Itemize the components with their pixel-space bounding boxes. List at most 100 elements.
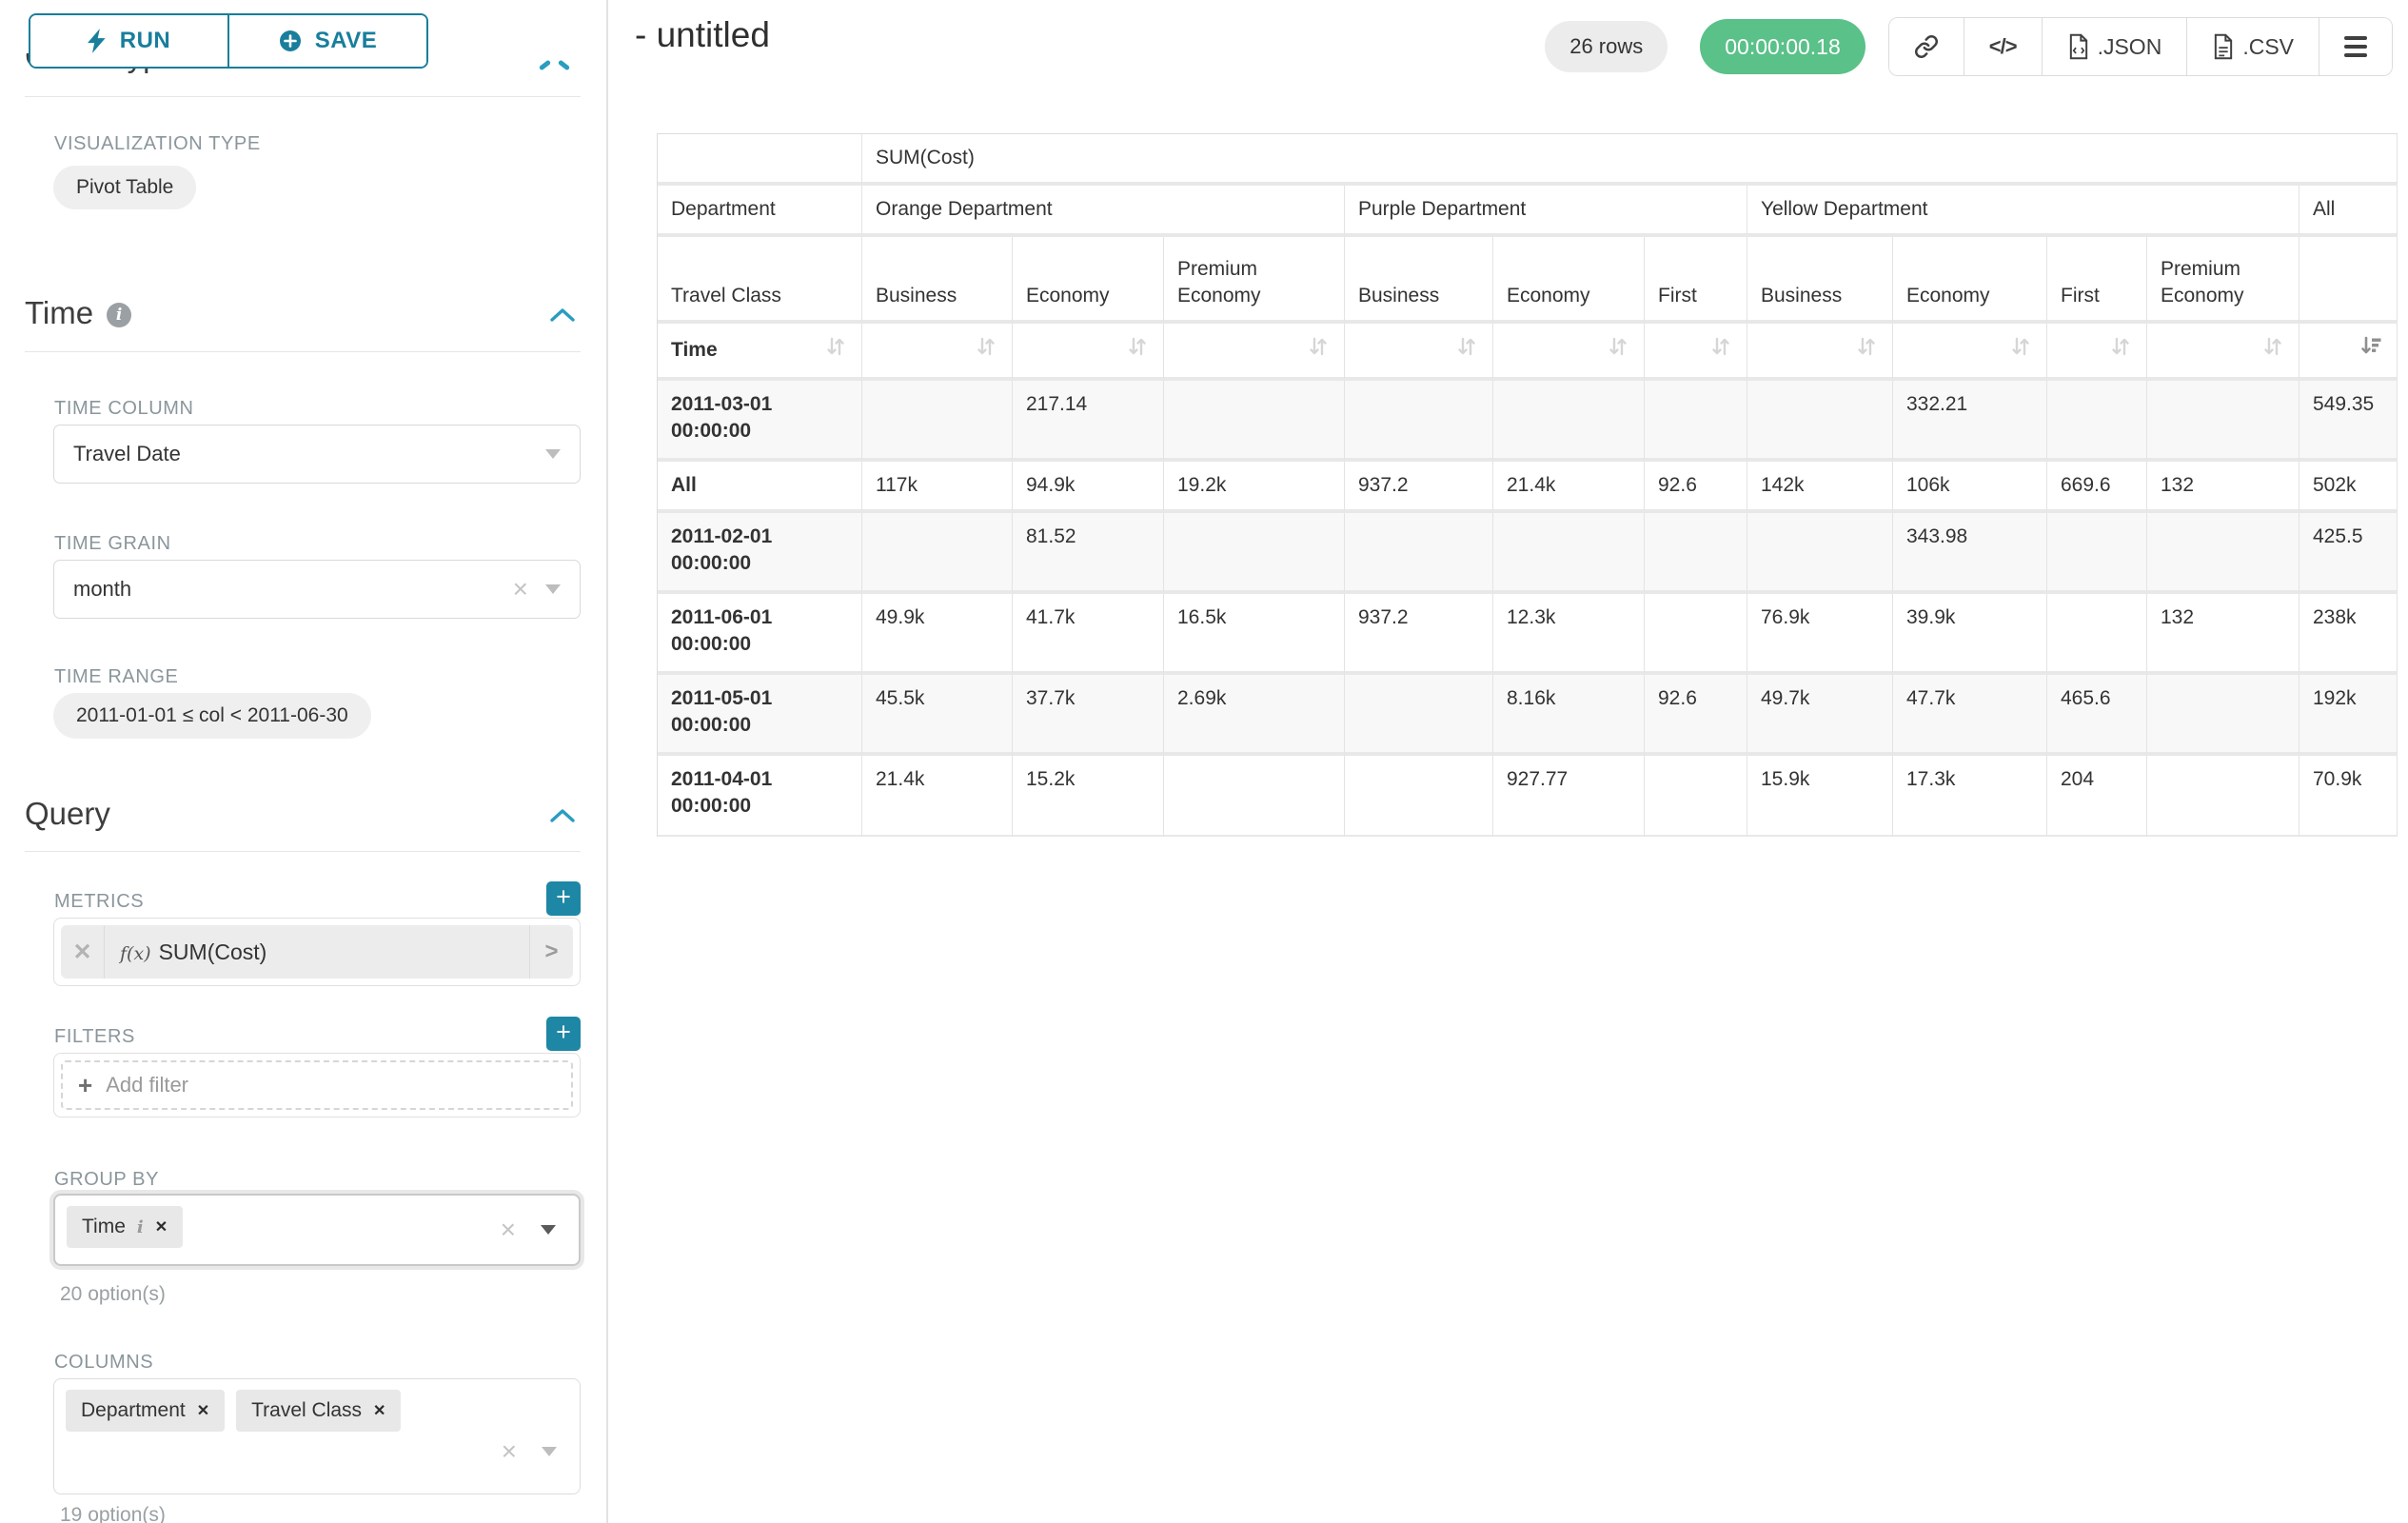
cell xyxy=(2147,756,2299,837)
cell: 132 xyxy=(2147,462,2299,513)
group-by-select[interactable]: Time i ✕ × xyxy=(53,1194,581,1266)
sort-icon xyxy=(1310,337,1327,356)
cell: 49.7k xyxy=(1747,675,1893,756)
cell: 94.9k xyxy=(1013,462,1164,513)
visualization-type-pill[interactable]: Pivot Table xyxy=(53,166,197,209)
sort-header-cell xyxy=(2147,324,2299,381)
add-metric-button[interactable]: + xyxy=(546,881,581,916)
cell: 92.6 xyxy=(1645,675,1747,756)
cell: 49.9k xyxy=(862,594,1013,675)
cell: 332.21 xyxy=(1893,381,2047,462)
export-json-button[interactable]: .JSON xyxy=(2041,18,2187,75)
add-filter-button[interactable]: + Add filter xyxy=(61,1060,573,1110)
cell xyxy=(1164,513,1345,594)
export-json-label: .JSON xyxy=(2097,33,2162,59)
columns-tag: Travel Class ✕ xyxy=(236,1390,402,1432)
cell: 17.3k xyxy=(1893,756,2047,837)
remove-tag-icon[interactable]: ✕ xyxy=(196,1403,210,1419)
sort-button[interactable] xyxy=(1306,334,1331,366)
query-timer-badge: 00:00:00.18 xyxy=(1700,19,1865,74)
clear-icon[interactable]: × xyxy=(512,574,528,603)
group-by-options-hint: 20 option(s) xyxy=(60,1283,166,1305)
corner-cell xyxy=(658,134,862,186)
clear-icon[interactable]: × xyxy=(501,1436,517,1466)
cell xyxy=(1164,381,1345,462)
cell xyxy=(1645,381,1747,462)
copy-link-button[interactable] xyxy=(1888,18,1964,75)
time-grain-value: month xyxy=(73,577,132,601)
sort-header-cell xyxy=(1345,324,1493,381)
remove-tag-icon[interactable]: ✕ xyxy=(373,1403,386,1419)
row-count-badge: 26 rows xyxy=(1545,21,1668,72)
sort-header-cell xyxy=(1893,324,2047,381)
columns-label: COLUMNS xyxy=(54,1352,154,1373)
clear-icon[interactable]: × xyxy=(500,1215,516,1244)
col-group-header: Yellow Department xyxy=(1747,186,2299,237)
time-range-pill[interactable]: 2011-01-01 ≤ col < 2011-06-30 xyxy=(53,693,371,739)
visualization-type-label: VISUALIZATION TYPE xyxy=(54,133,261,154)
columns-select[interactable]: Department ✕ Travel Class ✕ × xyxy=(53,1378,581,1494)
chart-type-collapse-icon[interactable] xyxy=(557,59,571,71)
row-header: 2011-03-01 00:00:00 xyxy=(658,381,862,462)
sort-icon xyxy=(977,337,995,356)
sort-button[interactable] xyxy=(2008,334,2033,366)
save-button[interactable]: SAVE xyxy=(227,15,426,67)
more-options-button[interactable] xyxy=(2319,18,2392,75)
sort-icon xyxy=(1129,337,1146,356)
section-divider xyxy=(25,851,581,852)
query-collapse-icon[interactable] xyxy=(550,807,575,823)
sort-icon xyxy=(827,337,844,356)
cell: 937.2 xyxy=(1345,594,1493,675)
cell: 343.98 xyxy=(1893,513,2047,594)
cell xyxy=(2147,513,2299,594)
remove-tag-icon[interactable]: ✕ xyxy=(154,1219,168,1236)
export-csv-button[interactable]: .CSV xyxy=(2186,18,2319,75)
sort-button[interactable] xyxy=(2359,334,2383,366)
cell: 927.77 xyxy=(1493,756,1645,837)
sort-button[interactable] xyxy=(1854,334,1879,366)
cell: 217.14 xyxy=(1013,381,1164,462)
sort-icon xyxy=(1858,337,1875,356)
sort-button[interactable] xyxy=(2108,334,2133,366)
fx-icon: f(x) xyxy=(120,942,151,964)
sort-button[interactable] xyxy=(1606,334,1630,366)
sort-button[interactable] xyxy=(823,334,848,366)
query-section-heading: Query xyxy=(25,796,110,831)
group-by-tag: Time i ✕ xyxy=(67,1206,184,1248)
columns-tag: Department ✕ xyxy=(66,1390,226,1432)
sort-button[interactable] xyxy=(2260,334,2285,366)
time-collapse-icon[interactable] xyxy=(550,307,575,323)
sort-icon xyxy=(2012,337,2029,356)
run-button[interactable]: RUN xyxy=(30,15,227,67)
sort-button[interactable] xyxy=(1708,334,1733,366)
add-filter-plus-button[interactable]: + xyxy=(546,1017,581,1051)
remove-metric-icon[interactable]: ✕ xyxy=(61,925,105,979)
sort-button[interactable] xyxy=(1454,334,1479,366)
sort-button[interactable] xyxy=(974,334,998,366)
sort-desc-icon xyxy=(2361,336,2381,354)
section-divider xyxy=(25,96,581,97)
chevron-down-icon[interactable] xyxy=(542,1447,557,1456)
chevron-right-icon[interactable]: > xyxy=(529,925,573,979)
run-button-label: RUN xyxy=(119,28,171,53)
csv-file-icon xyxy=(2215,33,2233,60)
column-info-icon: i xyxy=(136,1216,144,1237)
cell: 21.4k xyxy=(862,756,1013,837)
panel-resize-handle[interactable] xyxy=(606,0,608,1523)
link-icon xyxy=(1914,35,1938,58)
col-group-header: Purple Department xyxy=(1345,186,1747,237)
chevron-down-icon[interactable] xyxy=(541,1225,556,1235)
time-grain-select[interactable]: month × xyxy=(53,560,581,619)
embed-code-button[interactable]: </> xyxy=(1963,18,2042,75)
cell: 19.2k xyxy=(1164,462,1345,513)
filters-label: FILTERS xyxy=(54,1026,135,1047)
sort-button[interactable] xyxy=(1125,334,1150,366)
chart-type-collapse-icon[interactable] xyxy=(538,59,552,71)
chart-title[interactable]: - untitled xyxy=(635,15,770,54)
sort-header-cell xyxy=(2299,324,2398,381)
time-column-value: Travel Date xyxy=(73,442,181,465)
time-column-select[interactable]: Travel Date xyxy=(53,425,581,484)
metric-pill[interactable]: ✕ f(x) SUM(Cost) > xyxy=(61,925,573,979)
sort-header-cell xyxy=(1747,324,1893,381)
sort-header-cell xyxy=(1164,324,1345,381)
